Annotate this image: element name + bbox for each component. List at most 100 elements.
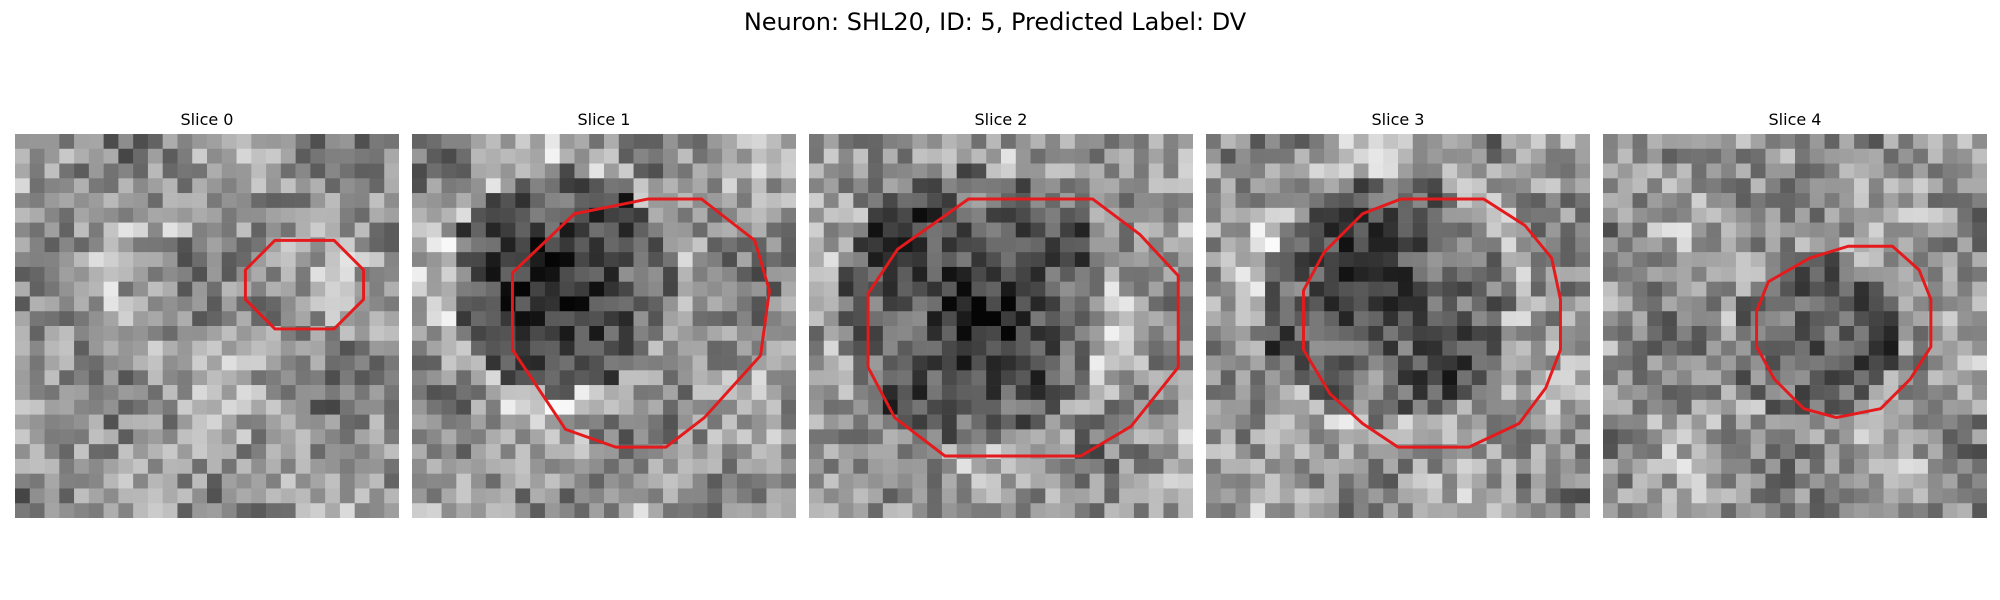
pixel [412, 281, 428, 297]
pixel [1060, 473, 1076, 489]
pixel [1030, 340, 1046, 356]
pixel [1001, 370, 1017, 386]
pixel [1206, 326, 1222, 342]
pixel [781, 385, 796, 401]
pixel [295, 458, 311, 474]
pixel [456, 503, 472, 518]
pixel [412, 488, 428, 504]
pixel [103, 296, 119, 312]
pixel [1309, 193, 1325, 209]
pixel [310, 281, 326, 297]
pixel [162, 444, 178, 460]
pixel [1235, 178, 1251, 194]
pixel [88, 207, 104, 223]
pixel [1632, 163, 1648, 179]
pixel [1617, 252, 1633, 268]
pixel [663, 385, 679, 401]
pixel [1324, 370, 1340, 386]
pixel [1338, 237, 1354, 253]
pixel [251, 281, 267, 297]
pixel [280, 134, 296, 150]
pixel [1972, 163, 1987, 179]
pixel [1294, 385, 1310, 401]
pixel [1250, 355, 1266, 371]
pixel [59, 237, 75, 253]
pixel [1795, 458, 1811, 474]
pixel [441, 488, 457, 504]
pixel [1368, 311, 1384, 327]
pixel [823, 148, 839, 164]
pixel [544, 370, 560, 386]
pixel [354, 488, 370, 504]
pixel [1427, 207, 1443, 223]
pixel [1750, 488, 1766, 504]
pixel [1060, 311, 1076, 327]
pixel [1324, 458, 1340, 474]
pixel [1839, 163, 1855, 179]
pixel [722, 340, 738, 356]
pixel [207, 178, 223, 194]
pixel [1824, 473, 1840, 489]
pixel [853, 355, 869, 371]
pixel [1575, 178, 1590, 194]
pixel [1575, 134, 1590, 150]
pixel [369, 429, 385, 445]
pixel [692, 193, 708, 209]
pixel [853, 326, 869, 342]
pixel [1383, 355, 1399, 371]
pixel [485, 237, 501, 253]
pixel [118, 370, 134, 386]
pixel [103, 355, 119, 371]
pixel [1617, 370, 1633, 386]
pixel [103, 193, 119, 209]
pixel [1412, 370, 1428, 386]
pixel [1045, 207, 1061, 223]
pixel [280, 252, 296, 268]
pixel [1119, 326, 1135, 342]
pixel [574, 163, 590, 179]
pixel [853, 385, 869, 401]
pixel [809, 385, 825, 401]
pixel [1676, 207, 1692, 223]
pixel [15, 444, 31, 460]
pixel [1501, 222, 1517, 238]
pixel [1412, 222, 1428, 238]
pixel [456, 207, 472, 223]
pixel [1206, 252, 1222, 268]
pixel [1735, 503, 1751, 518]
pixel [692, 134, 708, 150]
pixel [1780, 252, 1796, 268]
pixel [177, 444, 193, 460]
pixel [1839, 148, 1855, 164]
pixel [133, 355, 149, 371]
pixel [1957, 207, 1973, 223]
pixel [1575, 370, 1590, 386]
pixel [766, 326, 782, 342]
pixel [736, 148, 752, 164]
pixel [1706, 444, 1722, 460]
pixel [1119, 296, 1135, 312]
pixel [1457, 237, 1473, 253]
pixel [1353, 370, 1369, 386]
pixel [1809, 458, 1825, 474]
pixel [1972, 222, 1987, 238]
pixel [1898, 399, 1914, 415]
pixel [147, 178, 163, 194]
pixel [1338, 266, 1354, 282]
pixel [927, 252, 943, 268]
pixel [1178, 222, 1193, 238]
pixel [88, 252, 104, 268]
pixel [1927, 237, 1943, 253]
pixel [426, 473, 442, 489]
pixel [897, 163, 913, 179]
pixel [1560, 207, 1576, 223]
pixel [1691, 503, 1707, 518]
pixel [29, 473, 45, 489]
pixel [1706, 326, 1722, 342]
pixel [1883, 134, 1899, 150]
pixel [1220, 296, 1236, 312]
pixel [1575, 222, 1590, 238]
pixel [1427, 503, 1443, 518]
pixel [1235, 503, 1251, 518]
pixel [1735, 385, 1751, 401]
